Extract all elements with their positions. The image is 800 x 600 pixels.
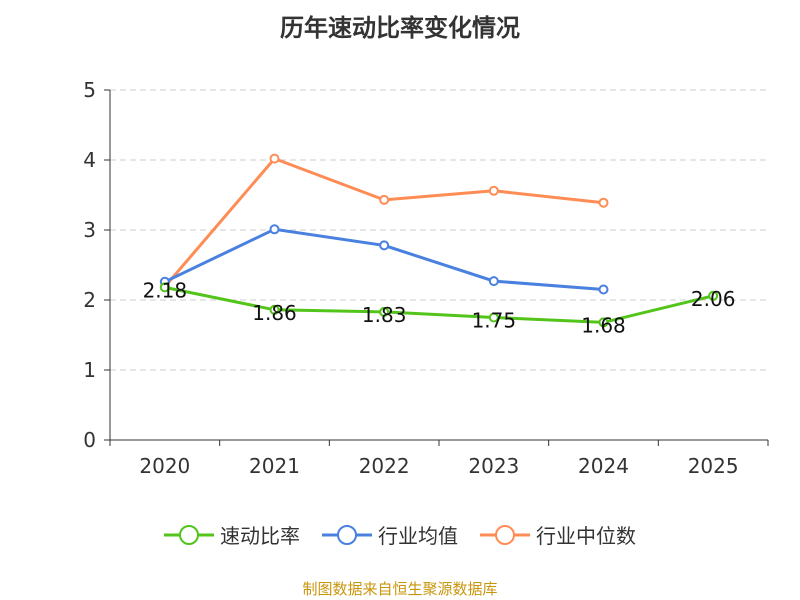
x-tick-label: 2022	[359, 454, 410, 478]
x-tick-label: 2020	[139, 454, 190, 478]
data-point	[269, 224, 280, 235]
chart-title: 历年速动比率变化情况	[280, 14, 520, 42]
data-point	[488, 276, 499, 287]
y-tick-label: 1	[83, 358, 96, 382]
y-tick-label: 4	[83, 148, 96, 172]
legend-label: 行业均值	[378, 524, 458, 548]
legend-marker-icon	[480, 524, 530, 545]
y-tick-label: 2	[83, 288, 96, 312]
source-note: 制图数据来自恒生聚源数据库	[302, 580, 498, 598]
x-tick-label: 2023	[468, 454, 519, 478]
data-point	[159, 282, 170, 293]
data-point	[488, 185, 499, 196]
x-tick-label: 2024	[578, 454, 629, 478]
data-label: 1.68	[581, 313, 626, 337]
data-point	[598, 284, 609, 295]
series-line	[163, 156, 604, 288]
legend: 速动比率 行业均值 行业中位数	[0, 520, 800, 549]
data-point	[379, 306, 390, 317]
data-point	[708, 290, 719, 301]
legend-item[interactable]: 行业中位数	[480, 520, 636, 549]
data-label: 1.83	[362, 303, 407, 327]
legend-item[interactable]: 行业均值	[322, 520, 458, 549]
series-line	[164, 285, 714, 324]
data-label: 1.75	[472, 309, 517, 333]
series-line	[164, 227, 604, 291]
data-label: 1.86	[252, 301, 297, 325]
data-point	[269, 153, 280, 164]
data-point	[488, 312, 499, 323]
legend-label: 行业中位数	[536, 524, 636, 548]
data-point	[598, 317, 609, 328]
y-tick-label: 3	[83, 218, 96, 242]
data-label: 2.18	[143, 278, 188, 302]
legend-label: 速动比率	[220, 524, 300, 548]
data-point	[379, 194, 390, 205]
x-tick-label: 2021	[249, 454, 300, 478]
data-point	[379, 240, 390, 251]
y-tick-label: 5	[83, 78, 96, 102]
legend-item[interactable]: 速动比率	[164, 520, 300, 549]
data-point	[598, 197, 609, 208]
y-tick-label: 0	[83, 428, 96, 452]
data-point	[269, 304, 280, 315]
legend-marker-icon	[322, 524, 372, 545]
x-tick-label: 2025	[688, 454, 739, 478]
legend-marker-icon	[164, 524, 214, 545]
data-label: 2.06	[691, 287, 736, 311]
